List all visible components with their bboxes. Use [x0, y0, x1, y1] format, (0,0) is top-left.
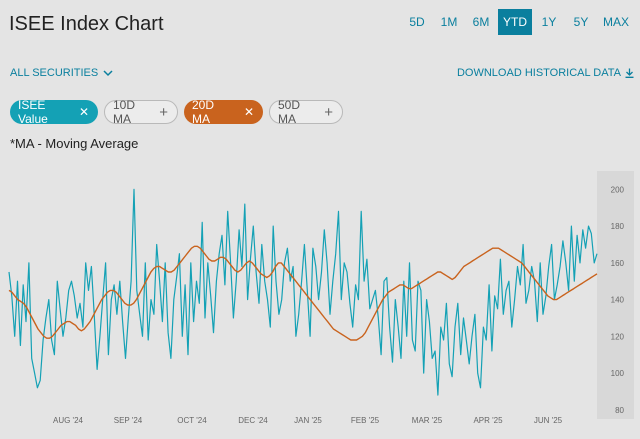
series-layer — [8, 188, 598, 396]
series-line-isee-value — [8, 188, 598, 396]
y-axis-panel — [597, 171, 634, 419]
range-1m-button[interactable]: 1M — [440, 15, 458, 29]
chip-label: 10D MA — [113, 98, 136, 126]
chip-label: 20D MA — [192, 98, 215, 126]
x-axis: AUG '24 SEP '24 OCT '24 DEC '24 JAN '25 FEB '… — [53, 416, 563, 425]
x-tick-label: JUN '25 — [534, 416, 563, 425]
range-5d-button[interactable]: 5D — [409, 15, 425, 29]
y-axis: 80 100 120 140 160 180 200 — [611, 185, 625, 414]
page-title: ISEE Index Chart — [9, 13, 164, 35]
isee-index-chart: 80 100 120 140 160 180 200 AUG '24 SEP '24 OCT '… — [8, 171, 634, 425]
x-tick-label: MAR '25 — [412, 416, 443, 425]
range-1y-button[interactable]: 1Y — [541, 15, 557, 29]
y-tick-label: 100 — [611, 369, 625, 378]
chip-20d-ma[interactable]: 20D MA ✕ — [184, 98, 263, 126]
y-tick-label: 80 — [615, 406, 624, 415]
range-5y-button[interactable]: 5Y — [573, 15, 589, 29]
range-max-button[interactable]: MAX — [602, 15, 629, 29]
x-tick-label: FEB '25 — [351, 416, 380, 425]
range-ytd-button[interactable]: YTD — [497, 9, 532, 35]
chip-label: 50D MA — [278, 98, 301, 126]
close-icon[interactable]: ✕ — [243, 105, 254, 119]
chip-label: ISEE Value — [18, 98, 48, 126]
chip-50d-ma[interactable]: 50D MA + — [269, 98, 343, 126]
plus-icon[interactable]: + — [159, 103, 168, 121]
download-historical-data-link[interactable]: DOWNLOAD HISTORICAL DATA — [457, 67, 634, 79]
securities-dropdown[interactable]: ALL SECURITIES — [10, 67, 113, 79]
chip-10d-ma[interactable]: 10D MA + — [104, 98, 178, 126]
x-tick-label: AUG '24 — [53, 416, 84, 425]
x-tick-label: APR '25 — [473, 416, 503, 425]
plus-icon[interactable]: + — [324, 103, 333, 121]
y-tick-label: 140 — [611, 296, 625, 305]
chip-isee-value[interactable]: ISEE Value ✕ — [10, 98, 98, 126]
close-icon[interactable]: ✕ — [78, 105, 89, 119]
x-tick-label: DEC '24 — [238, 416, 268, 425]
series-chips: ISEE Value ✕ 10D MA + 20D MA ✕ 50D MA + — [10, 98, 343, 126]
chevron-down-icon — [103, 69, 113, 76]
download-label: DOWNLOAD HISTORICAL DATA — [456, 67, 621, 79]
y-tick-label: 180 — [611, 222, 625, 231]
range-selector: 5D 1M 6M YTD 1Y 5Y MAX — [402, 9, 634, 35]
y-tick-label: 160 — [611, 259, 625, 268]
range-6m-button[interactable]: 6M — [472, 15, 490, 29]
moving-average-note: *MA - Moving Average — [10, 136, 139, 151]
download-icon — [625, 68, 634, 78]
y-tick-label: 120 — [611, 332, 625, 341]
x-tick-label: JAN '25 — [294, 416, 322, 425]
x-tick-label: OCT '24 — [177, 416, 207, 425]
securities-label: ALL SECURITIES — [10, 67, 99, 79]
series-line-20d-ma — [8, 245, 598, 341]
x-tick-label: SEP '24 — [114, 416, 143, 425]
y-tick-label: 200 — [611, 185, 625, 194]
